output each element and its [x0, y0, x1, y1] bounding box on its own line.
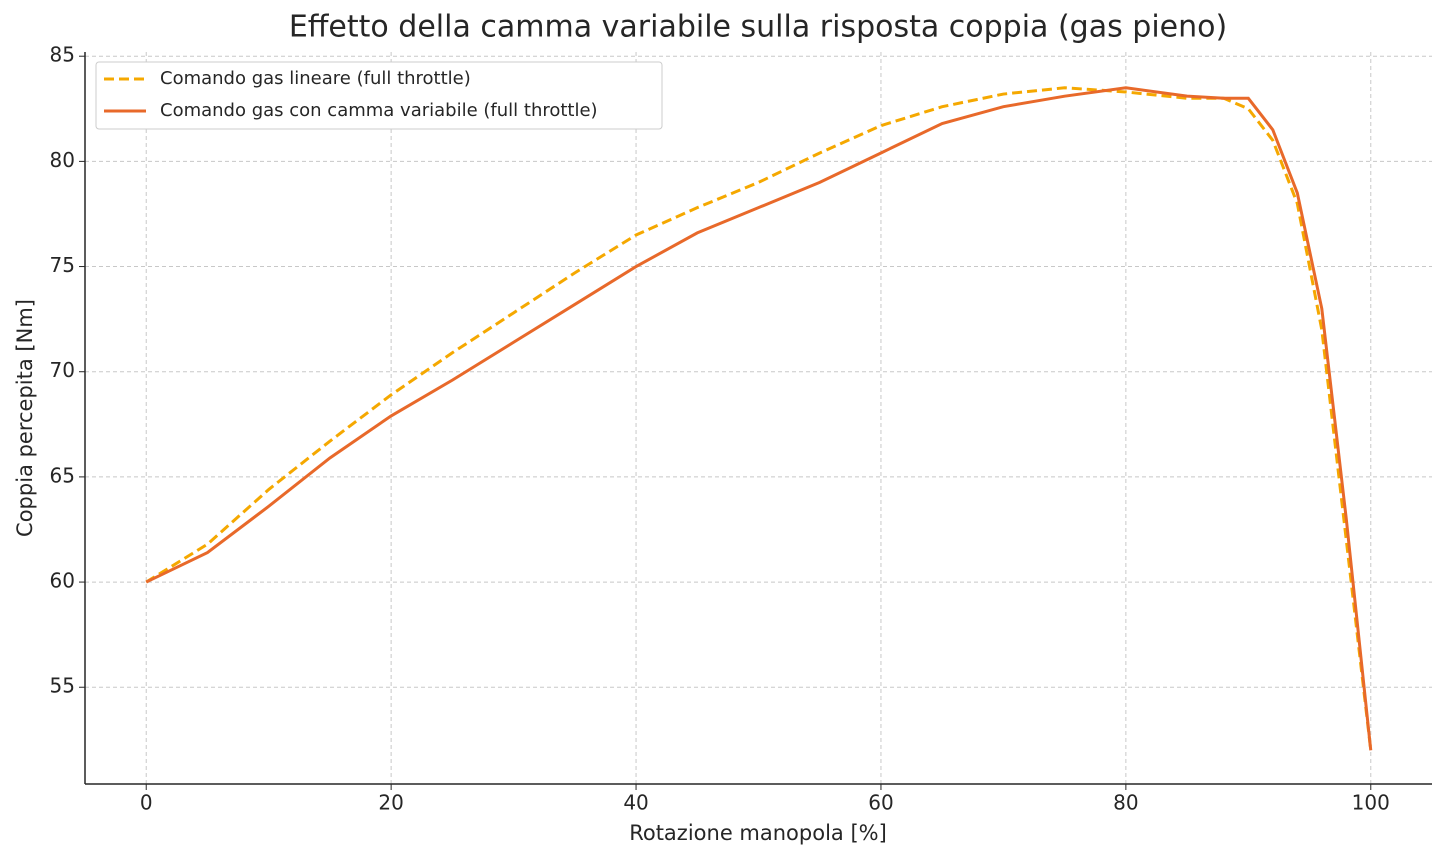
- x-tick-label: 0: [140, 791, 153, 815]
- x-tick-label: 100: [1352, 791, 1390, 815]
- y-tick-label: 80: [50, 148, 75, 172]
- y-tick-label: 60: [50, 569, 75, 593]
- x-tick-label: 60: [868, 791, 893, 815]
- x-tick-label: 20: [378, 791, 403, 815]
- y-tick-label: 75: [50, 253, 75, 277]
- y-tick-label: 55: [50, 674, 75, 698]
- y-tick-label: 65: [50, 463, 75, 487]
- x-tick-label: 40: [623, 791, 648, 815]
- legend-box: [95, 61, 663, 130]
- chart-title: Effetto della camma variabile sulla risp…: [289, 10, 1227, 45]
- data-line: [145, 86, 1373, 751]
- x-axis-label: Rotazione manopola [%]: [629, 821, 887, 845]
- y-axis-label: Coppia percepita [Nm]: [13, 299, 37, 537]
- legend-label: Comando gas con camma variabile (full th…: [160, 100, 598, 121]
- x-tick-label: 80: [1113, 791, 1138, 815]
- y-tick-label: 85: [50, 43, 75, 67]
- legend-label: Comando gas lineare (full throttle): [160, 68, 471, 89]
- y-tick-label: 70: [50, 358, 75, 382]
- data-line: [145, 86, 1373, 751]
